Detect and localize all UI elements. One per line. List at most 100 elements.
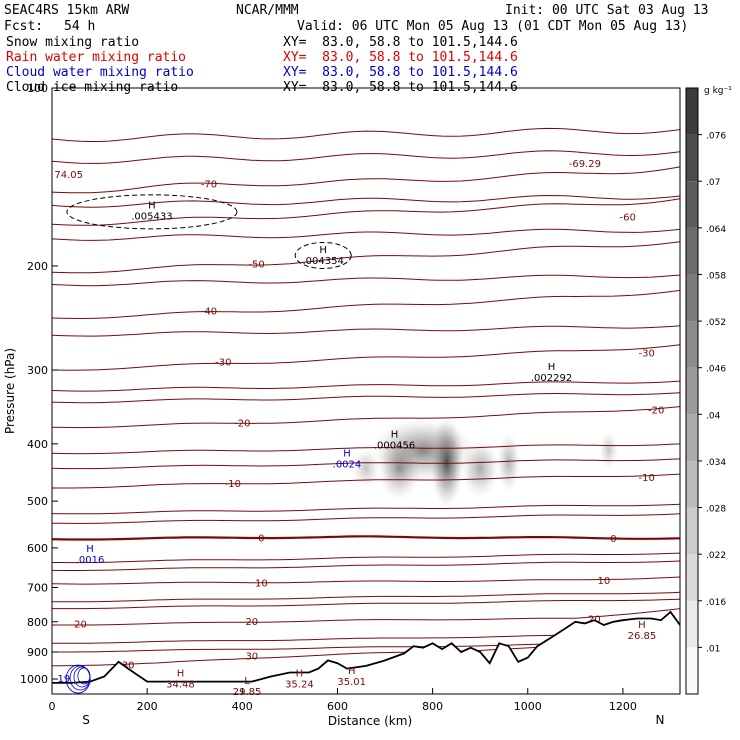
extremum-value: 35.24 [285,679,314,690]
colorbar-label: .028 [706,505,726,515]
extremum-value: .004354 [303,256,344,267]
colorbar-swatch [686,414,698,461]
ice-shading [461,439,500,498]
isotherm-line [52,608,680,626]
y-tick-label: 200 [27,260,48,273]
ice-shading [430,417,464,508]
colorbar-swatch [686,647,698,694]
x-start-letter: S [82,713,90,727]
colorbar-label: .022 [706,551,726,561]
extremum-marker: H [348,666,356,677]
isotherm-line [52,552,680,564]
y-tick-label: 400 [27,438,48,451]
field-xy-snow: XY= 83.0, 58.8 to 101.5,144.6 [283,35,518,50]
isotherm-line [52,576,680,585]
isotherm-label: -40 [201,307,217,318]
colorbar-label: .016 [706,598,726,608]
isotherm-label: -30 [639,348,655,359]
plot-frame [51,87,681,695]
x-tick-label: 0 [49,700,56,713]
isotherm-line [52,598,680,610]
isotherm-line [52,344,680,371]
isotherm-line [52,150,680,164]
colorbar-label: .07 [706,178,720,188]
colorbar-label: .046 [706,365,726,375]
extremum-value: 34.48 [166,679,195,690]
y-tick-label: 700 [27,581,48,594]
org-label: NCAR/MMM [236,3,299,18]
isotherm-label: -30 [215,357,231,368]
isotherm-label: 0 [258,533,264,544]
x-tick-label: 1200 [609,700,637,713]
isotherm-line [52,406,680,429]
y-tick-label: 300 [27,364,48,377]
y-axis-label: Pressure (hPa) [3,348,17,434]
y-tick-label: 100 [27,82,48,95]
forecast-label: Fcst: [4,19,44,34]
extremum-marker: L [244,676,250,687]
colorbar-unit: g kg⁻¹ [704,86,732,96]
corner-value: -69.29 [569,159,601,170]
extremum-marker: H [548,362,556,373]
extremum-value: .000456 [374,440,415,451]
isotherm-label: 0 [610,534,616,545]
colorbar-frame [685,87,699,695]
extremum-marker: H [319,245,327,256]
cloud-water-contour [77,667,91,685]
isotherm-line [52,513,680,524]
x-tick-label: 200 [137,700,158,713]
isotherm-line [52,289,680,320]
isotherm-label: -60 [619,213,635,224]
forecast-hours: 54 h [64,19,96,34]
x-tick-label: 1000 [514,700,542,713]
y-tick-label: 800 [27,616,48,629]
isotherm-line [52,228,680,241]
field-xy-cloud-water: XY= 83.0, 58.8 to 101.5,144.6 [283,65,518,80]
isotherm-line [52,166,680,194]
x-end-letter: N [656,713,665,727]
isotherm-line [52,127,680,142]
x-tick-label: 800 [422,700,443,713]
colorbar-swatch [686,507,698,555]
terrain-line [52,610,680,684]
colorbar-label: .01 [706,644,720,654]
extremum-value: 26.85 [628,631,657,642]
isotherm-label: -10 [639,473,655,484]
terrain-fill [52,612,680,694]
y-tick-label: 500 [27,495,48,508]
isotherm-label: 20 [74,620,87,631]
y-tick-label: 1000 [20,673,48,686]
colorbar-label: .058 [706,271,726,281]
isotherm-label: -10 [225,479,241,490]
extremum-marker: H [296,668,304,679]
isotherm-line [52,591,680,603]
low-left-value: 19 [58,674,71,685]
isotherm-line [52,274,680,287]
isotherm-line [52,443,680,455]
colorbar-label: .076 [706,132,726,142]
isotherm-line [52,194,680,208]
isotherm-line [52,503,680,515]
extremum-marker: H [148,201,156,212]
isotherm-label: -70 [201,179,217,190]
colorbar-label: .04 [706,411,721,421]
field-xy-rain: XY= 83.0, 58.8 to 101.5,144.6 [283,50,518,65]
colorbar-swatch [686,274,698,322]
valid-time: Valid: 06 UTC Mon 05 Aug 13 (01 CDT Mon … [297,19,689,34]
extremum-marker: H [86,544,94,555]
x-axis-label: Distance (km) [328,714,412,728]
colorbar-swatch [686,321,698,368]
isotherm-label: 30 [245,651,258,662]
ice-shading [377,436,421,501]
snow-contour [294,241,352,269]
isotherm-line [52,392,680,404]
isotherm-line [52,560,680,571]
isotherm-line [52,535,680,541]
extremum-value: .0016 [76,555,105,566]
isotherm-line [52,325,680,337]
extremum-value: 29.85 [233,687,262,698]
isotherm-label: 30 [122,661,135,672]
isotherm-label: 20 [245,617,258,628]
extremum-value: 35.01 [337,677,366,688]
